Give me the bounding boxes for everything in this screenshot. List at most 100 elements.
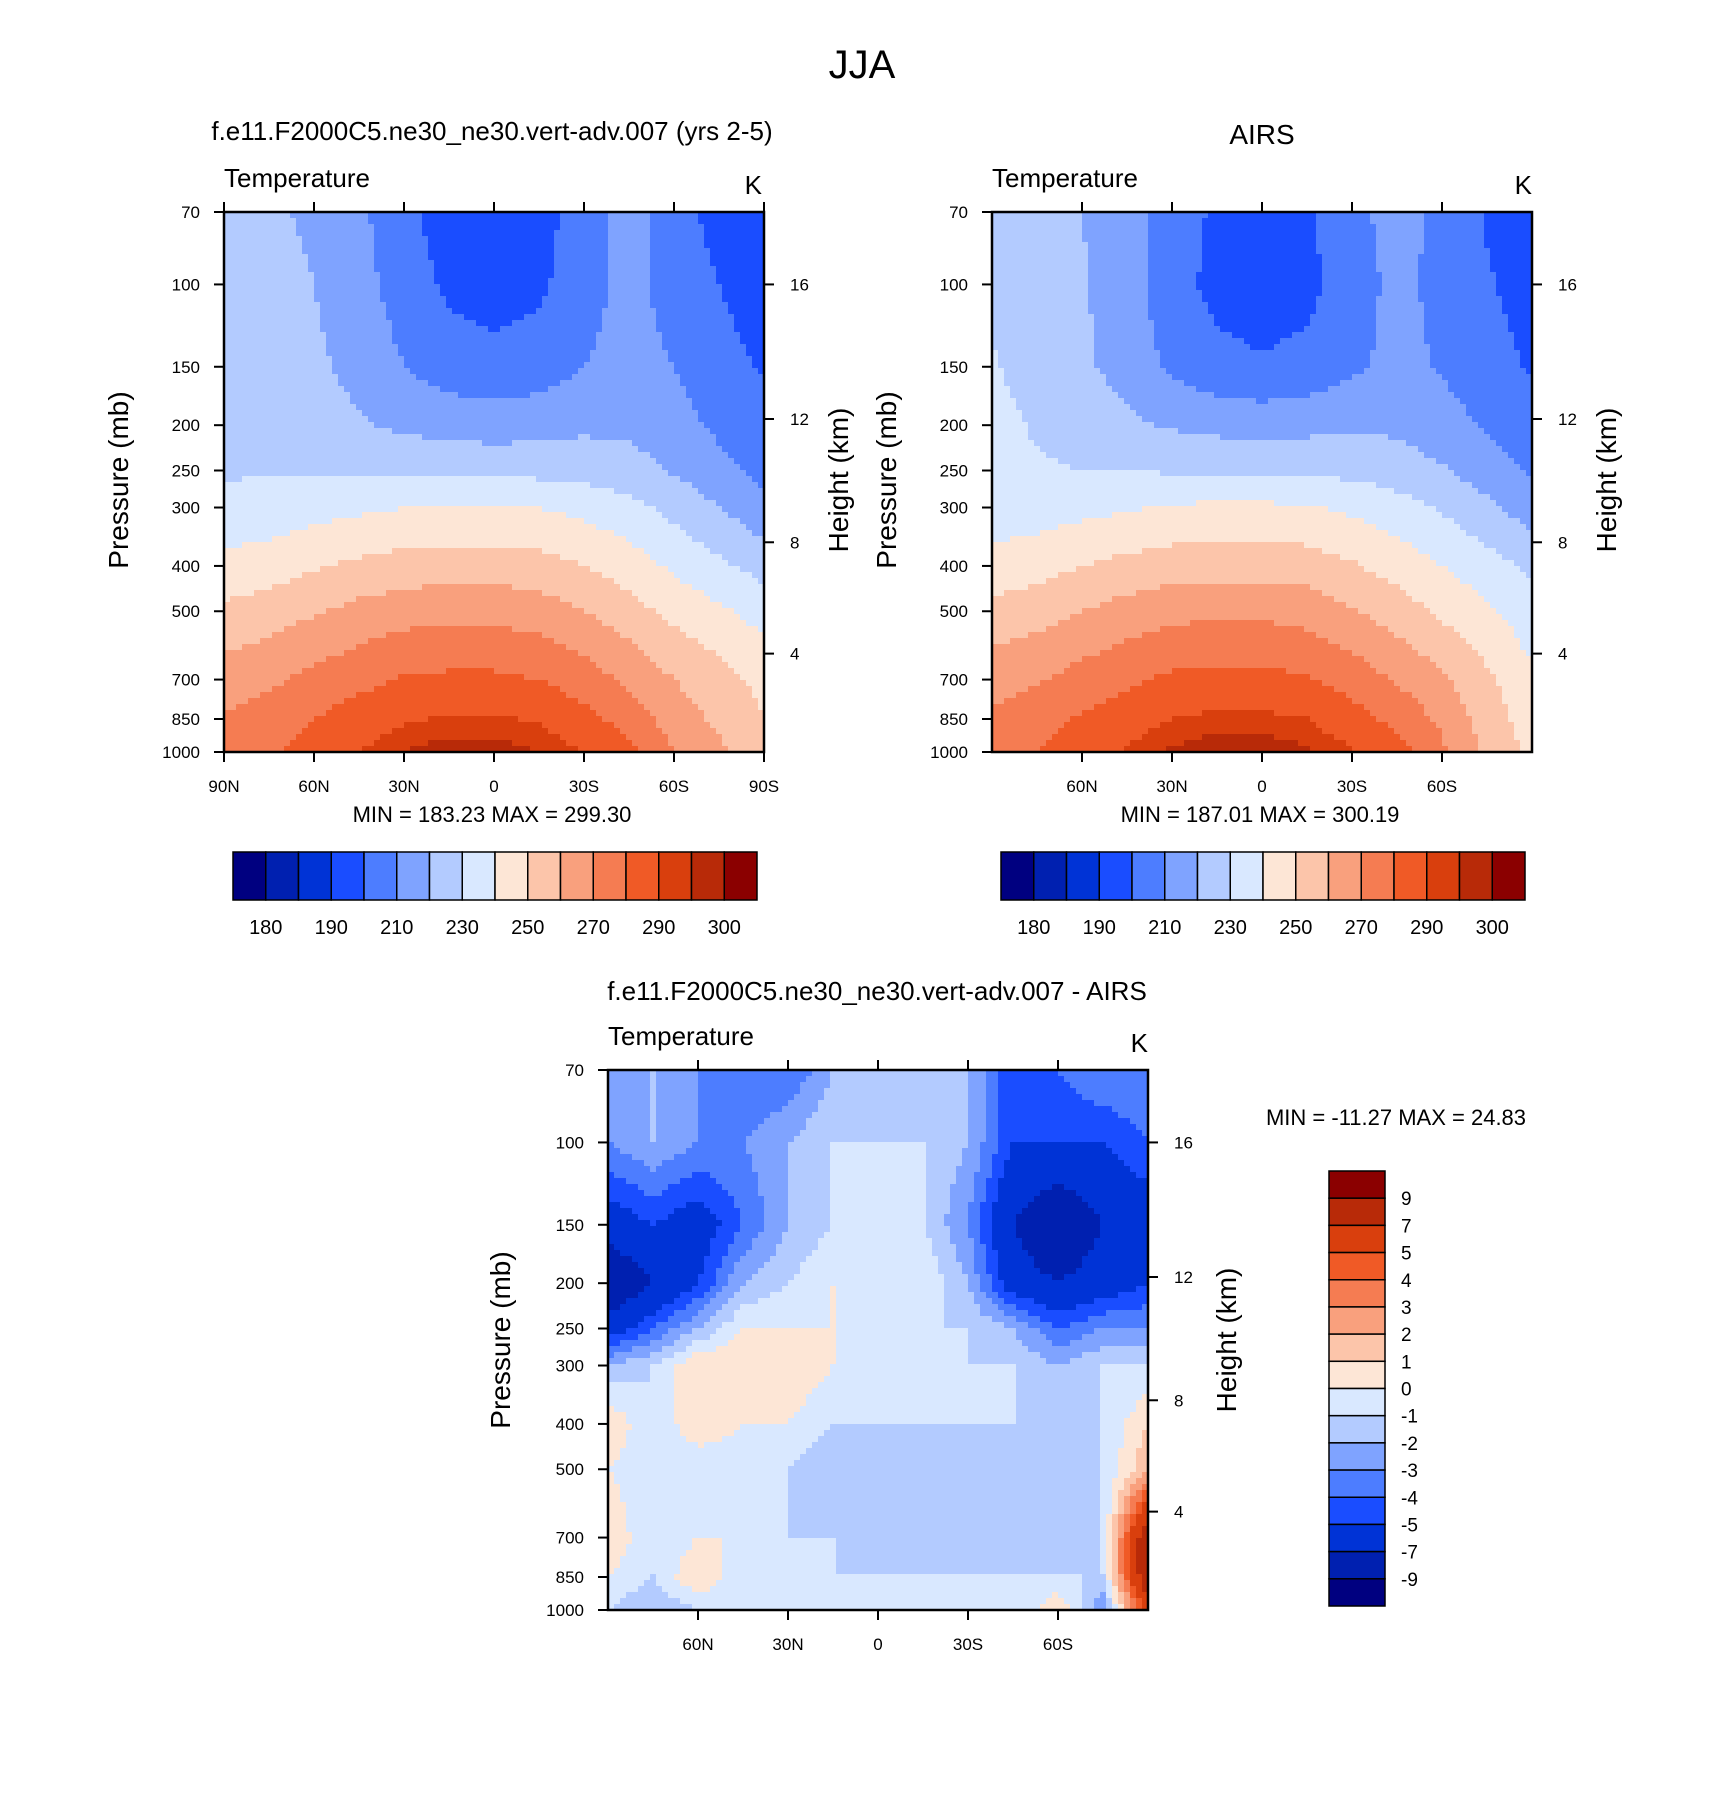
field-cell xyxy=(566,230,573,237)
field-cell xyxy=(668,272,675,279)
field-cell xyxy=(680,284,687,291)
field-cell xyxy=(452,314,459,321)
field-cell xyxy=(284,296,291,303)
field-cell xyxy=(368,224,375,231)
field-cell xyxy=(560,224,567,231)
field-cell xyxy=(248,266,255,273)
field-cell xyxy=(356,230,363,237)
field-cell xyxy=(590,296,597,303)
field-cell xyxy=(662,254,669,261)
field-cell xyxy=(596,284,603,291)
field-cell xyxy=(344,308,351,315)
field-cell xyxy=(626,284,633,291)
field-cell xyxy=(692,284,699,291)
field-cell xyxy=(680,290,687,297)
field-cell xyxy=(752,272,759,279)
field-cell xyxy=(512,302,519,309)
field-cell xyxy=(314,248,321,255)
field-cell xyxy=(380,320,387,327)
field-cell xyxy=(686,236,693,243)
field-cell xyxy=(674,302,681,309)
field-cell xyxy=(728,218,735,225)
field-cell xyxy=(290,290,297,297)
field-cell xyxy=(512,314,519,321)
field-cell xyxy=(266,224,273,231)
field-cell xyxy=(248,320,255,327)
field-cell xyxy=(590,260,597,267)
field-cell xyxy=(344,224,351,231)
field-cell xyxy=(452,236,459,243)
field-cell xyxy=(644,290,651,297)
field-cell xyxy=(290,302,297,309)
field-cell xyxy=(512,284,519,291)
field-cell xyxy=(254,284,261,291)
field-cell xyxy=(428,242,435,249)
field-cell xyxy=(284,230,291,237)
field-cell xyxy=(464,248,471,255)
field-cell xyxy=(536,230,543,237)
field-cell xyxy=(710,296,717,303)
field-cell xyxy=(380,296,387,303)
field-cell xyxy=(434,242,441,249)
field-cell xyxy=(464,278,471,285)
field-cell xyxy=(632,224,639,231)
field-cell xyxy=(326,254,333,261)
field-cell xyxy=(644,266,651,273)
field-cell xyxy=(362,302,369,309)
field-cell xyxy=(404,224,411,231)
field-cell xyxy=(722,254,729,261)
field-cell xyxy=(554,290,561,297)
field-cell xyxy=(368,260,375,267)
field-cell xyxy=(326,290,333,297)
field-cell xyxy=(488,272,495,279)
field-cell xyxy=(446,248,453,255)
field-cell xyxy=(452,254,459,261)
field-cell xyxy=(710,266,717,273)
field-cell xyxy=(326,248,333,255)
field-cell xyxy=(266,260,273,267)
field-cell xyxy=(506,224,513,231)
field-cell xyxy=(236,272,243,279)
field-cell xyxy=(404,278,411,285)
field-cell xyxy=(506,242,513,249)
field-cell xyxy=(704,260,711,267)
field-cell xyxy=(326,278,333,285)
field-cell xyxy=(686,260,693,267)
field-cell xyxy=(680,260,687,267)
field-cell xyxy=(620,290,627,297)
field-cell xyxy=(452,260,459,267)
field-cell xyxy=(314,290,321,297)
field-cell xyxy=(398,296,405,303)
field-cell xyxy=(698,308,705,315)
field-cell xyxy=(380,284,387,291)
field-cell xyxy=(608,308,615,315)
field-cell xyxy=(416,320,423,327)
field-cell xyxy=(434,230,441,237)
field-cell xyxy=(692,278,699,285)
field-cell xyxy=(332,236,339,243)
field-cell xyxy=(626,242,633,249)
field-cell xyxy=(746,272,753,279)
field-cell xyxy=(578,284,585,291)
field-cell xyxy=(278,272,285,279)
field-cell xyxy=(392,224,399,231)
field-cell xyxy=(698,236,705,243)
field-cell xyxy=(230,296,237,303)
field-cell xyxy=(536,290,543,297)
field-cell xyxy=(536,272,543,279)
field-cell xyxy=(500,260,507,267)
field-cell xyxy=(482,248,489,255)
field-cell xyxy=(620,242,627,249)
field-cell xyxy=(344,314,351,321)
field-cell xyxy=(728,242,735,249)
field-cell xyxy=(560,284,567,291)
field-cell xyxy=(290,284,297,291)
field-cell xyxy=(650,290,657,297)
field-cell xyxy=(554,242,561,249)
field-cell xyxy=(590,290,597,297)
field-cell xyxy=(560,302,567,309)
field-cell xyxy=(410,248,417,255)
field-cell xyxy=(734,218,741,225)
field-cell xyxy=(554,266,561,273)
field-cell xyxy=(350,290,357,297)
